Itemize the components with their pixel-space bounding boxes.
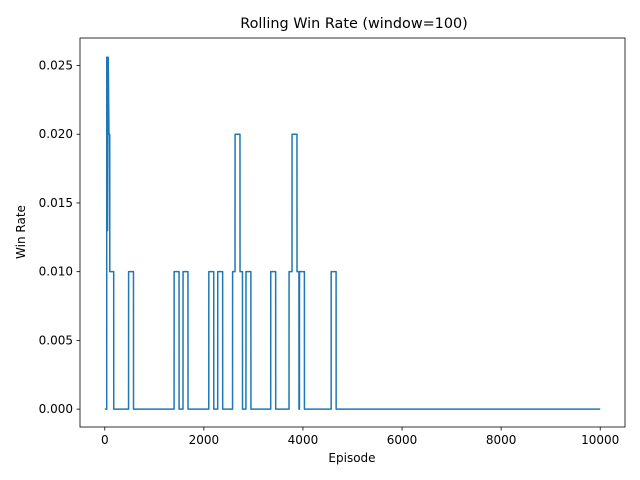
x-tick-label: 6000 <box>387 433 418 447</box>
y-tick-label: 0.020 <box>39 127 73 141</box>
x-tick-label: 0 <box>101 433 109 447</box>
y-axis-label: Win Rate <box>14 205 28 259</box>
x-tick-label: 4000 <box>288 433 319 447</box>
x-axis-label: Episode <box>328 451 375 465</box>
x-tick-label: 10000 <box>581 433 619 447</box>
x-tick-label: 2000 <box>189 433 220 447</box>
y-tick-label: 0.005 <box>39 333 73 347</box>
y-tick-label: 0.015 <box>39 196 73 210</box>
x-axis-ticks: 0 2000 4000 6000 8000 10000 <box>101 427 619 447</box>
axes-frame <box>79 37 626 428</box>
plot-area <box>104 56 601 410</box>
y-tick-label: 0.025 <box>39 58 73 72</box>
chart-title: Rolling Win Rate (window=100) <box>240 16 468 32</box>
y-tick-label: 0.000 <box>39 402 73 416</box>
y-axis-ticks: 0.000 0.005 0.010 0.015 0.020 0.025 <box>39 58 80 416</box>
x-tick-label: 8000 <box>486 433 517 447</box>
y-tick-label: 0.010 <box>39 265 73 279</box>
series-line-0 <box>104 56 601 410</box>
